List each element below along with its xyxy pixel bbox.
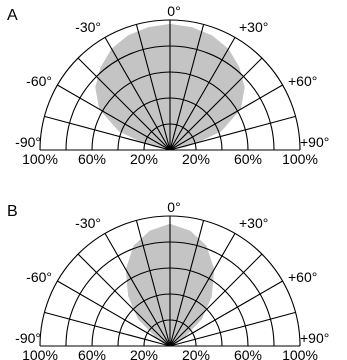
radial-tick-label: 20%	[130, 151, 158, 167]
angle-label: -90°	[15, 330, 41, 346]
spoke	[169, 84, 283, 151]
spoke	[169, 280, 283, 347]
radial-tick-label: 20%	[182, 347, 210, 360]
axis-labels: -90°-60°-30°0°+30°+60°+90°100% 60% 20% 20% 6…	[15, 199, 329, 360]
radial-tick-label: 60%	[234, 347, 262, 360]
spoke	[44, 311, 171, 347]
angle-label: -60°	[26, 73, 52, 89]
angle-label: -30°	[75, 215, 101, 231]
polar-grid	[39, 215, 301, 347]
radial-tick-label: 100%	[22, 347, 58, 360]
radial-tick-label: 20%	[130, 347, 158, 360]
angle-label: +90°	[300, 330, 329, 346]
angle-label: -60°	[26, 269, 52, 285]
radial-tick-label: 60%	[78, 151, 106, 167]
radial-tick-label: 20%	[182, 151, 210, 167]
spoke	[169, 220, 205, 347]
angle-label: +90°	[300, 134, 329, 150]
spoke	[135, 24, 171, 151]
spoke	[104, 37, 171, 151]
spoke	[169, 24, 205, 151]
angle-label: +60°	[288, 73, 317, 89]
polar-grid	[39, 19, 301, 151]
spoke	[77, 253, 171, 347]
spoke	[169, 57, 263, 151]
spoke	[169, 115, 296, 151]
radial-tick-label: 100%	[22, 151, 58, 167]
spoke	[135, 220, 171, 347]
spoke	[77, 57, 171, 151]
radial-tick-label: 100%	[282, 347, 318, 360]
spoke	[57, 84, 171, 151]
radial-tick-label: 60%	[78, 347, 106, 360]
spoke	[57, 280, 171, 347]
angle-label: -30°	[75, 19, 101, 35]
angle-label: 0°	[167, 3, 180, 19]
spoke	[169, 311, 296, 347]
spoke	[169, 253, 263, 347]
spoke	[169, 37, 236, 151]
spoke	[44, 115, 171, 151]
polar-chart-a: A -90°-60°-30°0°+30°+60°+90°100% 60% 20% 20…	[7, 3, 329, 167]
angle-label: 0°	[167, 199, 180, 215]
angle-label: +30°	[239, 215, 268, 231]
angle-label: +60°	[288, 269, 317, 285]
radial-tick-label: 60%	[234, 151, 262, 167]
angle-label: +30°	[239, 19, 268, 35]
panel-label: A	[7, 7, 18, 24]
panel-label: B	[7, 203, 18, 220]
axis-labels: -90°-60°-30°0°+30°+60°+90°100% 60% 20% 20% 6…	[15, 3, 329, 167]
radial-tick-label: 100%	[282, 151, 318, 167]
spoke	[169, 233, 236, 347]
angle-label: -90°	[15, 134, 41, 150]
spoke	[104, 233, 171, 347]
polar-chart-b: B -90°-60°-30°0°+30°+60°+90°100% 60% 20% 20…	[7, 199, 329, 360]
